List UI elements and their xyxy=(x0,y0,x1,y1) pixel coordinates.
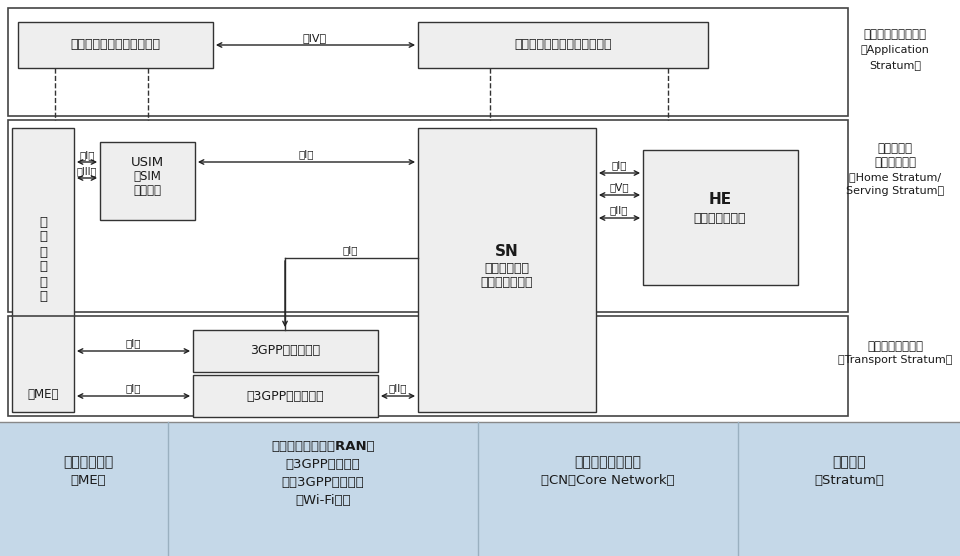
Text: HE: HE xyxy=(708,192,732,207)
Text: サービング層: サービング層 xyxy=(874,156,916,168)
Bar xyxy=(643,150,798,285)
Text: 3GPPアクセス網: 3GPPアクセス網 xyxy=(250,345,320,358)
Text: ユーザーアプリケーション: ユーザーアプリケーション xyxy=(70,38,160,52)
Text: ・3GPPアクセス: ・3GPPアクセス xyxy=(286,458,360,470)
Text: （サービング: （サービング xyxy=(485,261,530,275)
Text: カード）: カード） xyxy=(133,185,161,197)
Text: モ: モ xyxy=(39,216,47,229)
Text: （I）: （I） xyxy=(125,383,141,393)
Text: （III）: （III） xyxy=(77,166,97,176)
Text: （IV）: （IV） xyxy=(303,33,327,43)
Bar xyxy=(8,120,848,312)
Bar xyxy=(418,22,708,68)
Text: （ME）: （ME） xyxy=(70,474,106,486)
Text: （I）: （I） xyxy=(125,338,141,348)
Text: （SIM: （SIM xyxy=(133,171,161,183)
Text: ホーム層／: ホーム層／ xyxy=(877,141,913,155)
Text: アプリケーション層: アプリケーション層 xyxy=(863,28,926,42)
Text: コアネットワーク: コアネットワーク xyxy=(574,455,641,469)
Text: （II）: （II） xyxy=(389,383,407,393)
Bar xyxy=(12,128,74,412)
Bar xyxy=(100,142,195,220)
Text: ユーザー端末: ユーザー端末 xyxy=(62,455,113,469)
Text: （Transport Stratum）: （Transport Stratum） xyxy=(838,355,952,365)
Bar xyxy=(193,375,378,417)
Text: バ: バ xyxy=(39,231,47,244)
Bar xyxy=(8,316,848,416)
Text: （Wi-Fi等）: （Wi-Fi等） xyxy=(295,494,350,507)
Text: （ME）: （ME） xyxy=(27,389,59,401)
Text: Serving Stratum）: Serving Stratum） xyxy=(846,186,944,196)
Text: （ホーム環境）: （ホーム環境） xyxy=(694,211,746,225)
Text: イ: イ xyxy=(39,246,47,259)
Text: （I）: （I） xyxy=(343,245,358,255)
Bar xyxy=(8,8,848,116)
Text: （Application: （Application xyxy=(860,45,929,55)
Text: （V）: （V） xyxy=(610,182,629,192)
Text: （I）: （I） xyxy=(612,160,627,170)
Text: 非3GPPアクセス網: 非3GPPアクセス網 xyxy=(246,390,324,403)
Bar xyxy=(418,128,596,412)
Text: プロバイダアプリケーション: プロバイダアプリケーション xyxy=(515,38,612,52)
Text: （II）: （II） xyxy=(610,205,628,215)
Text: （I）: （I） xyxy=(299,149,314,159)
Text: USIM: USIM xyxy=(131,156,163,168)
Text: 無線アクセス網（RAN）: 無線アクセス網（RAN） xyxy=(271,439,374,453)
Text: Stratum）: Stratum） xyxy=(869,60,921,70)
Text: （Stratum）: （Stratum） xyxy=(814,474,884,486)
Text: トランスポート層: トランスポート層 xyxy=(867,340,923,353)
Bar xyxy=(18,22,213,68)
Text: ・非3GPPアクセス: ・非3GPPアクセス xyxy=(281,475,365,489)
Text: SN: SN xyxy=(495,245,518,260)
Text: （I）: （I） xyxy=(80,150,95,160)
Text: （CN：Core Network）: （CN：Core Network） xyxy=(541,474,675,486)
Text: ネットワーク）: ネットワーク） xyxy=(481,276,533,290)
Text: 端: 端 xyxy=(39,276,47,289)
Bar xyxy=(0,422,960,556)
Bar xyxy=(193,330,378,372)
Text: 末: 末 xyxy=(39,290,47,304)
Text: （Home Stratum/: （Home Stratum/ xyxy=(849,172,941,182)
Text: 各レイヤ: 各レイヤ xyxy=(832,455,866,469)
Text: ル: ル xyxy=(39,261,47,274)
